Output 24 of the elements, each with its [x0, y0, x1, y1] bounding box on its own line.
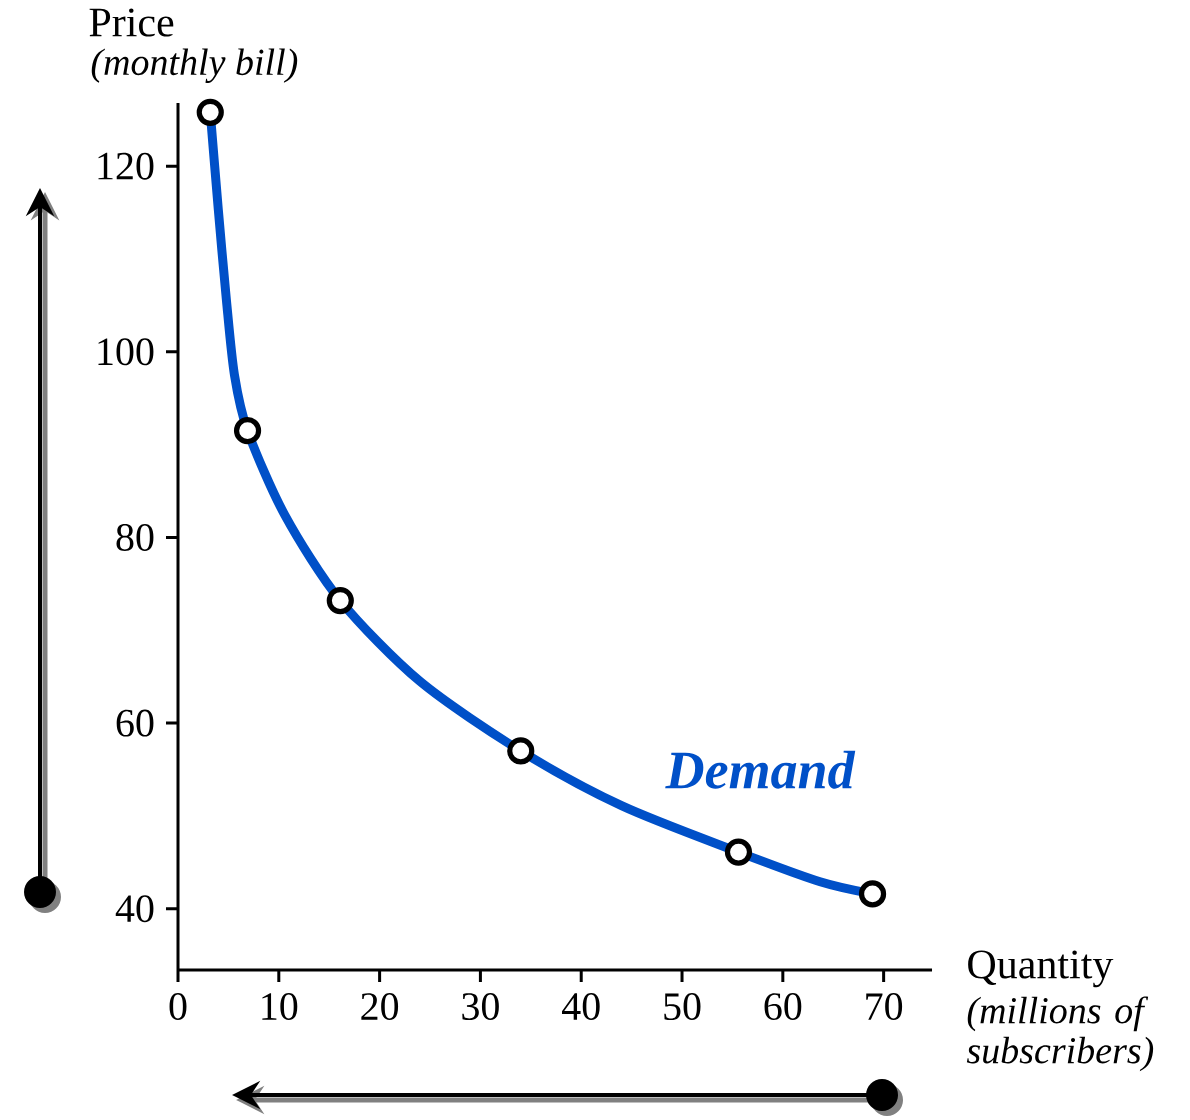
y-tick-label: 100: [98, 338, 154, 366]
y-tick-label: 40: [115, 895, 154, 923]
point: [196, 98, 224, 126]
x-tick-label: 70: [866, 993, 903, 1021]
point: [724, 838, 753, 866]
text: (millions of subscribers): [966, 996, 1154, 1072]
x-tick-label: 10: [262, 993, 298, 1021]
x-tick-label: 50: [664, 993, 701, 1021]
y-axis-title: Price: [89, 8, 174, 37]
x-tick-label: 20: [361, 993, 399, 1021]
point: [858, 880, 887, 908]
point: [326, 586, 354, 615]
series-label: Demand: [665, 750, 856, 789]
x-tick-label: 60: [764, 993, 802, 1021]
point: [233, 417, 262, 445]
x-tick-label: 30: [462, 993, 499, 1021]
x-tick-label: 40: [562, 993, 600, 1021]
x-tick-label: 0: [169, 993, 187, 1021]
y-tick-label: 60: [116, 709, 154, 737]
point: [507, 737, 535, 765]
y-tick-label: 80: [116, 523, 154, 551]
y-tick-label: 120: [98, 152, 154, 180]
x-axis-title: Quantity: [968, 950, 1114, 988]
text: (monthly bill): [91, 48, 298, 83]
